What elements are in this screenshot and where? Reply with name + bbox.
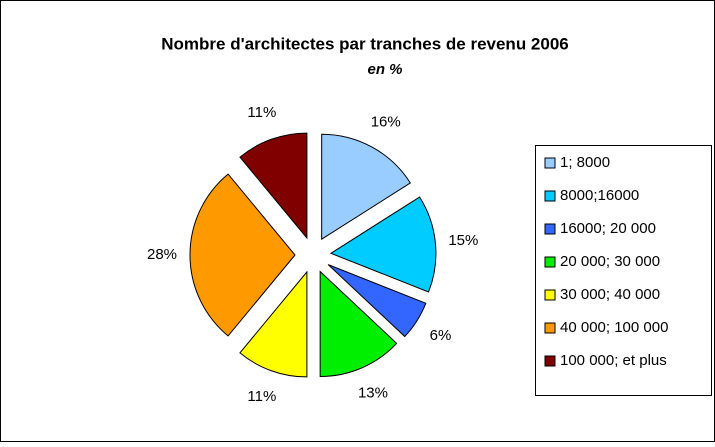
data-label: 16% [371,114,401,131]
legend-swatch [544,157,556,169]
legend-label: 8000;16000 [560,187,639,204]
legend-swatch [544,223,556,235]
legend-swatch [544,322,556,334]
data-label: 11% [247,104,276,121]
pie-slice [239,270,308,378]
chart-title: Nombre d'architectes par tranches de rev… [161,34,569,53]
pie-slice [189,173,296,337]
data-label: 11% [247,388,276,405]
data-label: 13% [358,385,388,402]
legend-box [535,145,712,396]
legend-label: 40 000; 100 000 [560,319,668,336]
legend-swatch [544,256,556,268]
legend-label: 20 000; 30 000 [560,253,660,270]
legend-label: 30 000; 40 000 [560,286,660,303]
pie-slice [239,132,308,240]
chart-subtitle: en % [367,61,402,78]
legend-label: 16000; 20 000 [560,220,656,237]
legend-swatch [544,289,556,301]
data-label: 6% [430,327,452,344]
pie-slice [329,196,437,293]
legend-swatch [544,355,556,367]
legend-label: 1; 8000 [560,154,610,171]
data-label: 28% [147,246,177,263]
legend-label: 100 000; et plus [560,352,667,369]
pie-slice [321,133,412,241]
pie-slice [319,270,398,378]
pie-slice [327,264,427,338]
data-label: 15% [448,232,478,249]
legend-swatch [544,190,556,202]
